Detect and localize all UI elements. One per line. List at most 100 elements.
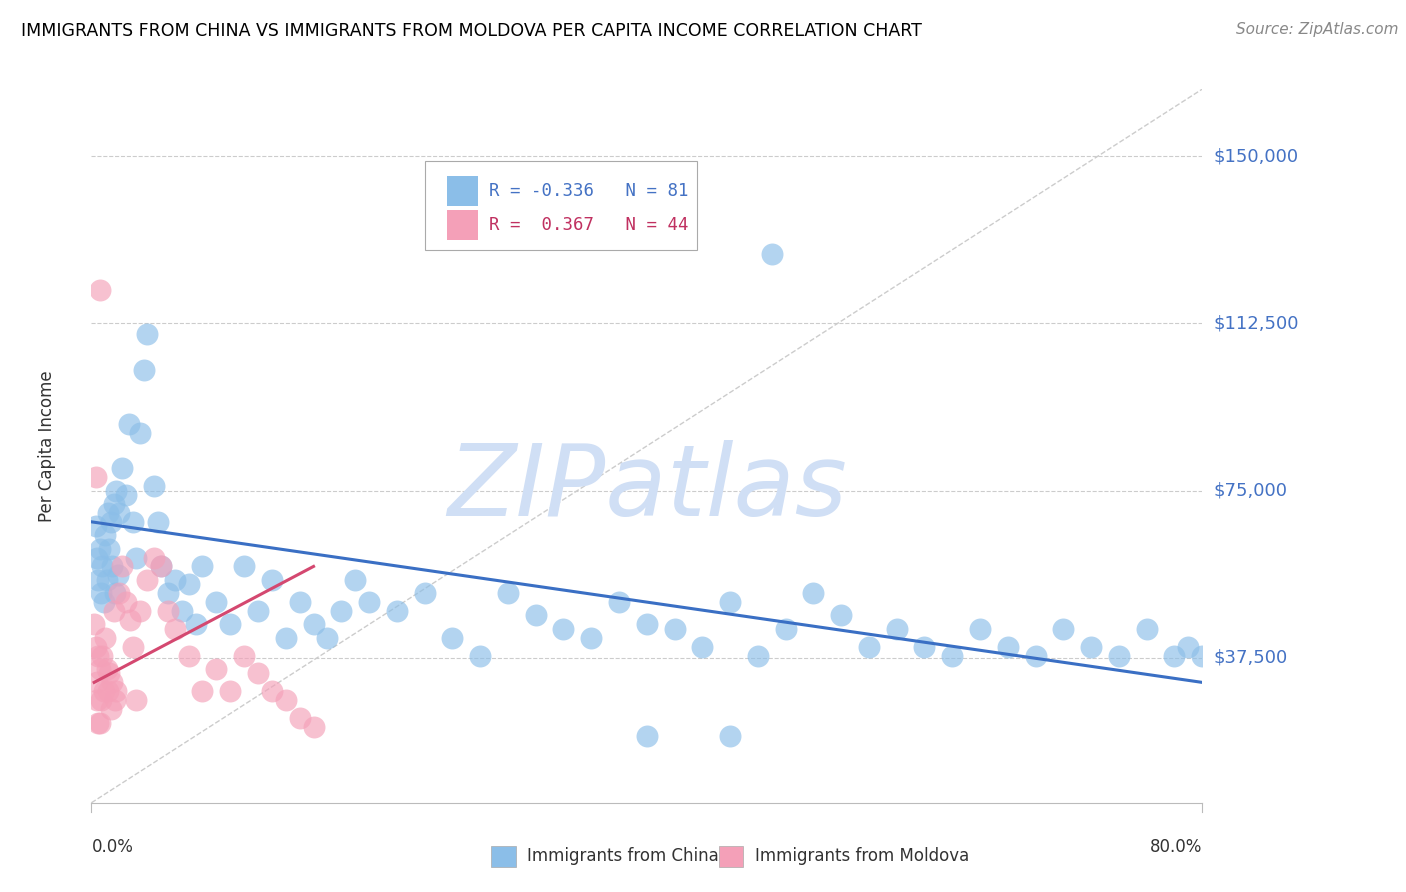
Point: [122, 640, 145, 654]
Point: [260, 573, 283, 587]
Point: [84, 640, 107, 654]
Point: [316, 631, 339, 645]
Point: [120, 613, 142, 627]
Point: [156, 604, 179, 618]
Point: [1108, 648, 1130, 663]
Point: [94, 631, 117, 645]
Text: Per Capita Income: Per Capita Income: [38, 370, 56, 522]
Point: [96, 573, 118, 587]
Text: Source: ZipAtlas.com: Source: ZipAtlas.com: [1236, 22, 1399, 37]
Point: [718, 729, 741, 743]
Point: [441, 631, 464, 645]
Point: [205, 595, 228, 609]
Point: [413, 586, 436, 600]
Point: [103, 497, 125, 511]
Point: [101, 675, 124, 690]
Point: [115, 595, 138, 609]
Point: [274, 693, 297, 707]
Text: Immigrants from China: Immigrants from China: [527, 847, 718, 865]
Text: R =  0.367   N = 44: R = 0.367 N = 44: [489, 216, 689, 234]
Point: [135, 573, 157, 587]
Point: [747, 648, 769, 663]
Point: [142, 479, 165, 493]
Point: [129, 425, 152, 440]
Point: [111, 559, 134, 574]
Point: [163, 573, 186, 587]
Point: [1024, 648, 1046, 663]
Point: [100, 702, 122, 716]
Point: [184, 617, 207, 632]
Point: [496, 586, 519, 600]
Point: [84, 470, 107, 484]
Point: [89, 662, 111, 676]
Point: [111, 461, 134, 475]
Point: [142, 550, 165, 565]
Point: [177, 577, 200, 591]
Point: [108, 586, 131, 600]
Point: [553, 622, 575, 636]
Point: [146, 515, 169, 529]
Point: [89, 715, 111, 730]
Point: [664, 622, 686, 636]
Point: [357, 595, 380, 609]
Point: [1163, 648, 1185, 663]
Point: [274, 631, 297, 645]
Point: [1191, 648, 1213, 663]
Point: [96, 662, 118, 676]
Point: [468, 648, 492, 663]
Text: ZIPatlas: ZIPatlas: [447, 441, 846, 537]
Point: [100, 515, 122, 529]
Point: [163, 622, 186, 636]
Point: [90, 586, 112, 600]
Point: [690, 640, 713, 654]
Point: [170, 604, 193, 618]
Text: 0.0%: 0.0%: [91, 838, 134, 856]
FancyBboxPatch shape: [447, 177, 478, 206]
Point: [101, 559, 124, 574]
Point: [149, 559, 172, 574]
Text: $37,500: $37,500: [1213, 648, 1288, 667]
Point: [761, 247, 783, 261]
Point: [103, 604, 125, 618]
Point: [93, 595, 115, 609]
Point: [125, 550, 148, 565]
Point: [94, 528, 117, 542]
Text: IMMIGRANTS FROM CHINA VS IMMIGRANTS FROM MOLDOVA PER CAPITA INCOME CORRELATION C: IMMIGRANTS FROM CHINA VS IMMIGRANTS FROM…: [21, 22, 922, 40]
Point: [87, 573, 110, 587]
Point: [90, 693, 112, 707]
Point: [969, 622, 991, 636]
Point: [87, 715, 110, 730]
Point: [636, 729, 658, 743]
Point: [1135, 622, 1157, 636]
Point: [149, 559, 172, 574]
Point: [636, 617, 658, 632]
Point: [135, 327, 157, 342]
Point: [134, 363, 156, 377]
Point: [191, 684, 214, 698]
Point: [330, 604, 353, 618]
Point: [104, 693, 127, 707]
Point: [105, 684, 128, 698]
Point: [129, 604, 152, 618]
Point: [607, 595, 630, 609]
Point: [93, 684, 115, 698]
Point: [97, 684, 120, 698]
Point: [84, 519, 107, 533]
Point: [233, 648, 256, 663]
Point: [288, 711, 311, 725]
Point: [156, 586, 179, 600]
Point: [344, 573, 367, 587]
Point: [108, 506, 131, 520]
Point: [87, 648, 110, 663]
Text: $150,000: $150,000: [1213, 147, 1298, 165]
Point: [86, 675, 108, 690]
Point: [858, 640, 880, 654]
Point: [233, 559, 256, 574]
Point: [912, 640, 935, 654]
Point: [247, 604, 270, 618]
Point: [98, 666, 121, 681]
Point: [775, 622, 797, 636]
Point: [191, 559, 214, 574]
Point: [579, 631, 602, 645]
Text: Immigrants from Moldova: Immigrants from Moldova: [755, 847, 969, 865]
